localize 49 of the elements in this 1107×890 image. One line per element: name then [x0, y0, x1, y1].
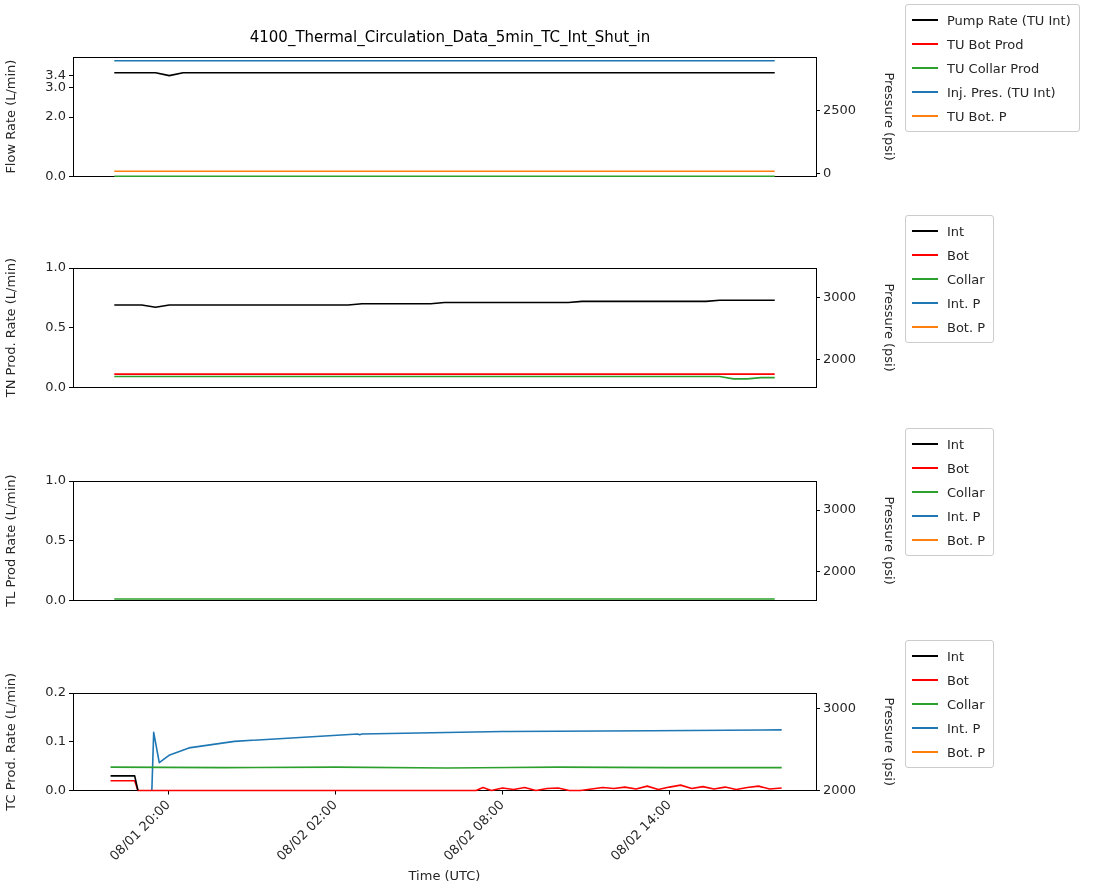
y-tick-label: 0.5: [45, 318, 66, 334]
y2-tick-label: 2500: [823, 102, 857, 118]
y-tick-label: 0.2: [45, 684, 66, 700]
legend-label: Bot. P: [947, 532, 986, 548]
y-tick-label: 0.1: [45, 733, 66, 749]
legend-label: Pump Rate (TU Int): [947, 12, 1071, 28]
legend-label: Inj. Pres. (TU Int): [947, 84, 1056, 100]
legend-label: Int. P: [947, 720, 981, 736]
y-axis-title: TN Prod. Rate (L/min): [3, 258, 19, 399]
y2-tick-label: 3000: [823, 289, 857, 305]
legend-label: Collar: [947, 271, 985, 287]
legend-label: TU Bot Prod: [947, 36, 1024, 52]
legend-label: Int. P: [947, 295, 981, 311]
y-tick-label: 1.0: [45, 472, 66, 488]
legend-label: Bot. P: [947, 744, 986, 760]
y2-tick-label: 2000: [823, 781, 857, 797]
x-axis-title: Time (UTC): [407, 867, 481, 883]
y2-tick-label: 2000: [823, 563, 857, 579]
y2-axis-title: Pressure (psi): [881, 72, 897, 161]
y-tick-label: 2.0: [45, 108, 66, 124]
y-tick-label: 0.5: [45, 531, 66, 547]
legend-label: Bot: [947, 460, 969, 476]
y2-tick-label: 0: [823, 165, 832, 181]
y2-tick-label: 3000: [823, 699, 857, 715]
y-tick-label: 1.0: [45, 259, 66, 275]
y-axis-title: TL Prod Rate (L/min): [3, 474, 19, 608]
y2-axis-title: Pressure (psi): [881, 496, 897, 585]
legend-label: Collar: [947, 484, 985, 500]
y-axis-title: TC Prod. Rate (L/min): [3, 672, 19, 812]
y2-tick-label: 3000: [823, 501, 857, 517]
chart-title: 4100_Thermal_Circulation_Data_5min_TC_Int_Shut_in: [249, 27, 651, 47]
legend-label: Collar: [947, 696, 985, 712]
y-tick-label: 0.0: [45, 378, 66, 394]
legend-label: Bot. P: [947, 319, 986, 335]
legend-label: Int: [947, 648, 965, 664]
y-tick-label: 0.0: [45, 781, 66, 797]
legend-label: Int: [947, 223, 965, 239]
legend-label: Int: [947, 436, 965, 452]
y-tick-label: 0.0: [45, 167, 66, 183]
legend-label: Int. P: [947, 508, 981, 524]
legend-label: Bot: [947, 672, 969, 688]
legend-label: TU Bot. P: [947, 108, 1007, 124]
legend-label: TU Collar Prod: [947, 60, 1040, 76]
y-tick-label: 0.0: [45, 591, 66, 607]
y-axis-title: Flow Rate (L/min): [3, 59, 19, 174]
y2-tick-label: 2000: [823, 350, 857, 366]
legend-label: Bot: [947, 247, 969, 263]
y2-axis-title: Pressure (psi): [881, 697, 897, 786]
y2-axis-title: Pressure (psi): [881, 283, 897, 372]
